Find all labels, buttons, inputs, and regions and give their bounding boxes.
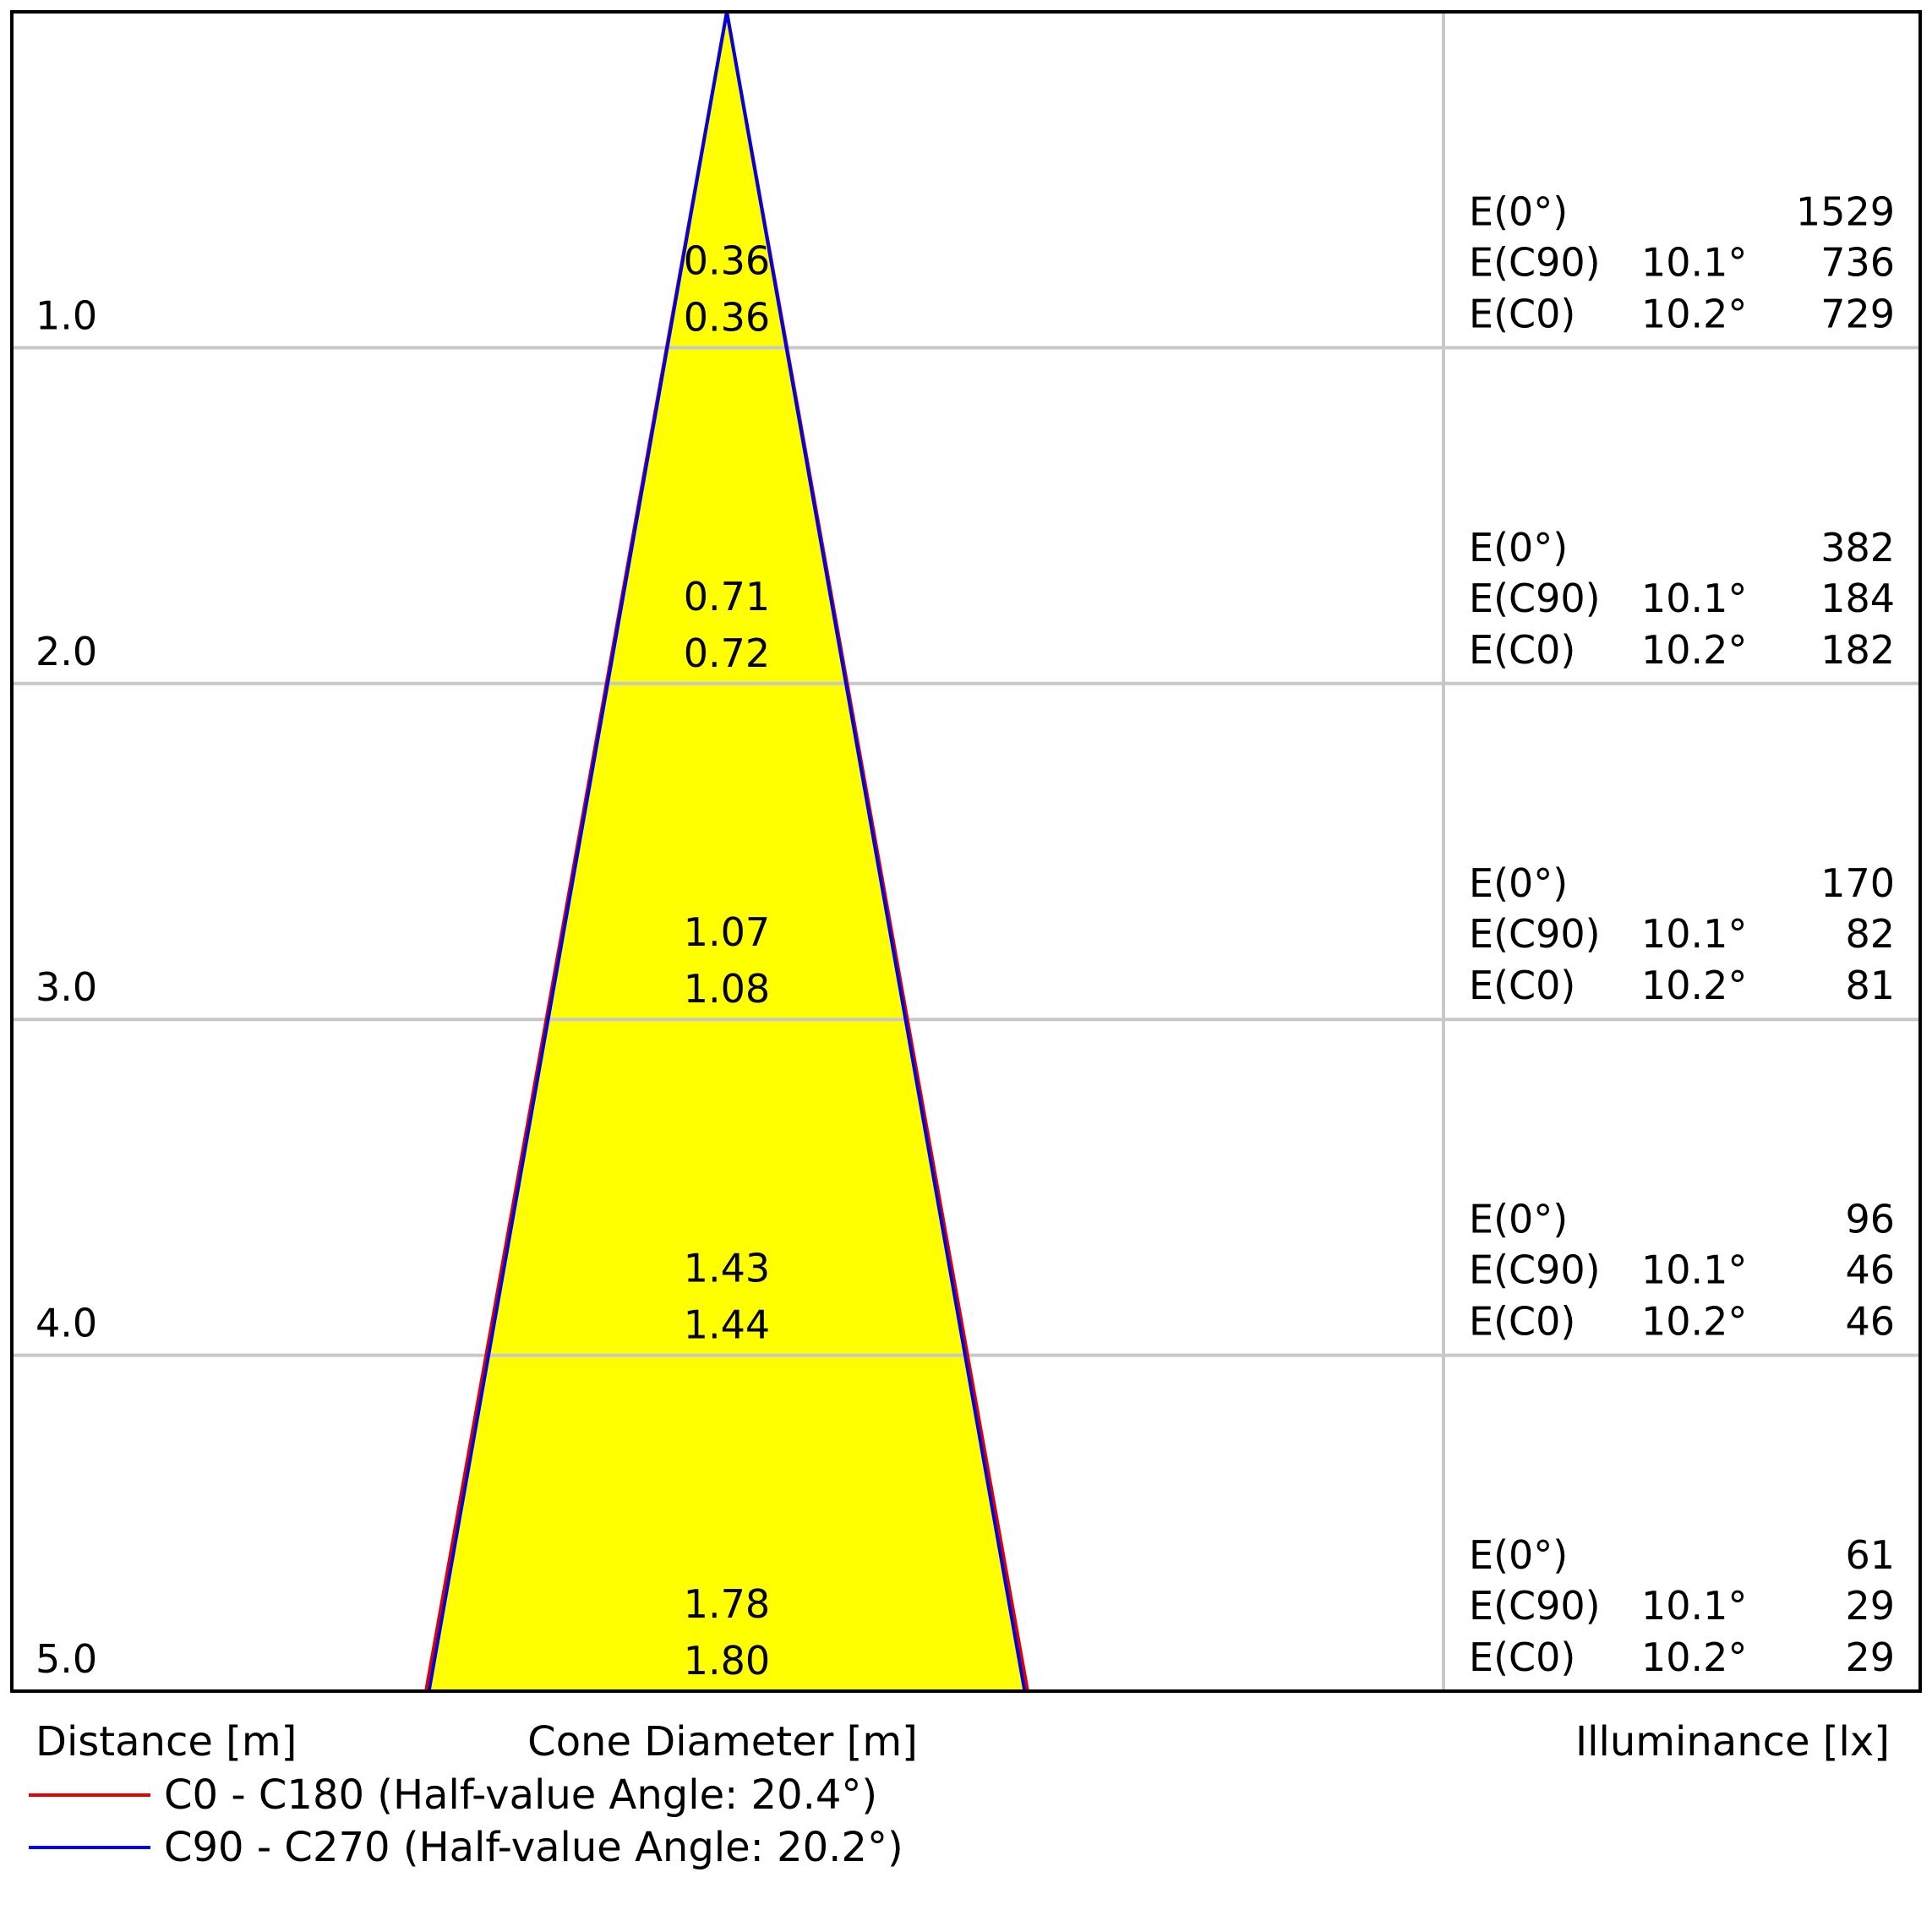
legend-label-c0-c180: C0 - C180 (Half-value Angle: 20.4°) bbox=[164, 1771, 877, 1819]
illuminance-angle: 10.2° bbox=[1641, 963, 1747, 1008]
illuminance-angle: 10.1° bbox=[1641, 1247, 1747, 1293]
cone-diameter-c90-label: 0.36 bbox=[684, 294, 770, 340]
cone-diameter-c0-label: 1.78 bbox=[684, 1581, 770, 1627]
illuminance-value: 46 bbox=[1845, 1247, 1895, 1293]
illuminance-value: 29 bbox=[1845, 1635, 1895, 1680]
illuminance-label: E(0°) bbox=[1469, 1197, 1568, 1242]
chart-frame bbox=[10, 10, 1922, 1693]
illuminance-label: E(C90) bbox=[1469, 576, 1601, 621]
illuminance-label: E(C90) bbox=[1469, 239, 1601, 285]
cone-diameter-c90-label: 1.44 bbox=[684, 1302, 770, 1348]
illuminance-value: 61 bbox=[1845, 1532, 1895, 1578]
illuminance-value: 82 bbox=[1845, 911, 1895, 957]
c90-c270-right-edge bbox=[725, 11, 1027, 1692]
illuminance-value: 182 bbox=[1820, 627, 1895, 673]
illuminance-value: 29 bbox=[1845, 1583, 1895, 1629]
cone-diameter-c90-label: 1.80 bbox=[684, 1638, 770, 1684]
illuminance-value: 382 bbox=[1820, 525, 1895, 570]
cone-fill bbox=[426, 12, 1028, 1691]
cone-diameter-c0-label: 1.43 bbox=[684, 1246, 770, 1291]
illuminance-angle: 10.1° bbox=[1641, 1583, 1747, 1629]
illuminance-label: E(0°) bbox=[1469, 860, 1568, 906]
distance-label: 3.0 bbox=[35, 964, 97, 1010]
illuminance-label: E(0°) bbox=[1469, 525, 1568, 570]
illuminance-label: E(C0) bbox=[1469, 627, 1575, 673]
illuminance-angle: 10.2° bbox=[1641, 627, 1747, 673]
illuminance-angle: 10.1° bbox=[1641, 576, 1747, 621]
illuminance-value: 170 bbox=[1820, 860, 1895, 906]
illuminance-label: E(C0) bbox=[1469, 1299, 1575, 1345]
illuminance-label: E(C90) bbox=[1469, 1583, 1601, 1629]
illuminance-angle: 10.1° bbox=[1641, 911, 1747, 957]
illuminance-angle: 10.2° bbox=[1641, 1299, 1747, 1345]
illuminance-label: E(C90) bbox=[1469, 1247, 1601, 1293]
distance-axis-label: Distance [m] bbox=[35, 1718, 297, 1766]
illuminance-angle: 10.2° bbox=[1641, 291, 1747, 336]
c90-c270-left-edge bbox=[427, 11, 729, 1692]
cone-diameter-c0-label: 1.07 bbox=[684, 909, 770, 955]
illuminance-value: 736 bbox=[1820, 239, 1895, 285]
cone-diameter-axis-label: Cone Diameter [m] bbox=[527, 1718, 918, 1766]
cone-diameter-c0-label: 0.36 bbox=[684, 237, 770, 283]
illuminance-angle: 10.1° bbox=[1641, 239, 1747, 285]
cone-diameter-c90-label: 0.72 bbox=[684, 630, 770, 676]
distance-label: 4.0 bbox=[35, 1301, 97, 1346]
illuminance-label: E(C0) bbox=[1469, 291, 1575, 336]
illuminance-label: E(C90) bbox=[1469, 911, 1601, 957]
illuminance-value: 1529 bbox=[1796, 188, 1895, 234]
cone-diameter-c0-label: 0.71 bbox=[684, 574, 770, 619]
cone-diameter-c90-label: 1.08 bbox=[684, 966, 770, 1012]
legend-label-c90-c270: C90 - C270 (Half-value Angle: 20.2°) bbox=[164, 1824, 903, 1871]
illuminance-value: 729 bbox=[1820, 291, 1895, 336]
illuminance-value: 184 bbox=[1820, 576, 1895, 621]
illuminance-angle: 10.2° bbox=[1641, 1635, 1747, 1680]
illuminance-label: E(C0) bbox=[1469, 963, 1575, 1008]
distance-label: 2.0 bbox=[35, 629, 97, 674]
illuminance-axis-label: Illuminance [lx] bbox=[1575, 1718, 1890, 1766]
distance-label: 5.0 bbox=[35, 1636, 97, 1682]
illuminance-label: E(C0) bbox=[1469, 1635, 1575, 1680]
illuminance-label: E(0°) bbox=[1469, 1532, 1568, 1578]
illuminance-value: 46 bbox=[1845, 1299, 1895, 1345]
illuminance-label: E(0°) bbox=[1469, 188, 1568, 234]
illuminance-value: 96 bbox=[1845, 1197, 1895, 1242]
distance-label: 1.0 bbox=[35, 292, 97, 338]
illuminance-value: 81 bbox=[1845, 963, 1895, 1008]
